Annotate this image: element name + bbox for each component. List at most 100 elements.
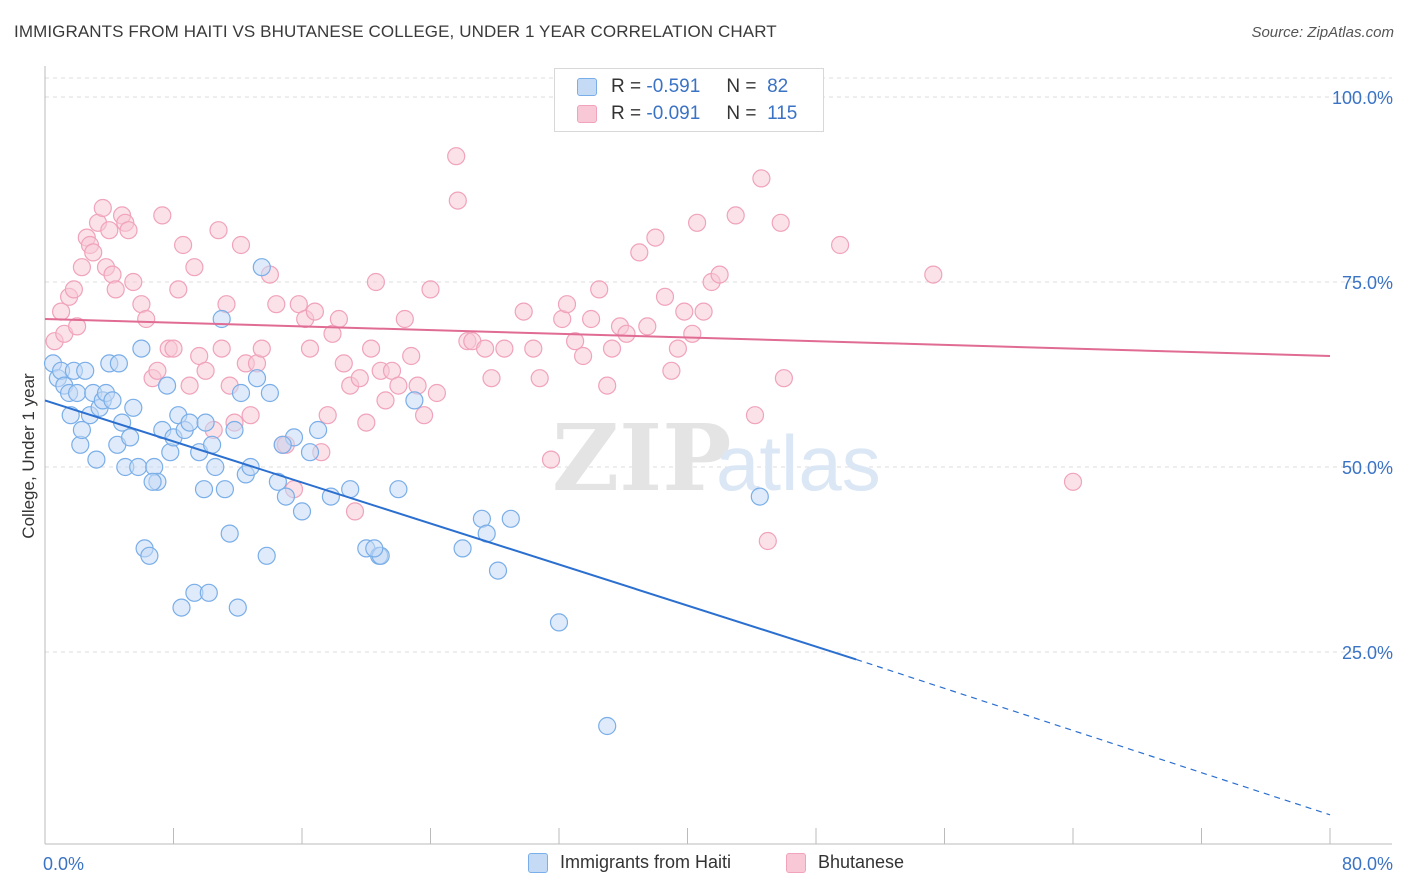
data-point	[1063, 472, 1083, 491]
data-point	[427, 383, 446, 403]
data-point	[76, 361, 95, 380]
data-point	[215, 480, 234, 499]
data-point	[194, 480, 214, 499]
y-tick-label: 25.0%	[1342, 643, 1393, 663]
data-point	[448, 191, 467, 210]
data-point	[357, 413, 376, 432]
data-point	[524, 339, 543, 358]
y-tick-label: 75.0%	[1342, 273, 1393, 293]
trend-line	[44, 399, 857, 661]
n-label: N =	[726, 103, 757, 124]
data-point	[365, 539, 384, 558]
data-point	[745, 406, 765, 425]
data-point	[121, 428, 140, 447]
data-point	[305, 302, 324, 321]
data-point	[124, 398, 143, 417]
data-point	[750, 487, 769, 506]
data-point	[683, 324, 702, 343]
data-point	[646, 228, 665, 247]
data-point	[630, 243, 649, 262]
data-point	[137, 309, 156, 329]
data-point	[617, 324, 636, 343]
data-point	[590, 280, 609, 299]
haiti-swatch	[528, 852, 548, 873]
series-legend: Immigrants from Haiti Bhutanese	[0, 852, 1406, 878]
data-point	[72, 420, 92, 440]
legend-label-bhutanese: Bhutanese	[818, 852, 905, 872]
data-point	[318, 406, 337, 425]
data-point	[124, 272, 143, 292]
data-point	[247, 369, 267, 388]
watermark-zip: ZIP	[552, 404, 731, 512]
data-point	[309, 420, 328, 440]
data-point	[209, 221, 228, 240]
data-point	[598, 376, 617, 395]
data-point	[501, 509, 520, 528]
y-axis-label: College, Under 1 year	[19, 373, 38, 539]
data-point	[257, 546, 276, 565]
chart-title: IMMIGRANTS FROM HAITI VS BHUTANESE COLLE…	[14, 22, 777, 41]
trend-line-extension	[855, 658, 1331, 816]
data-point	[345, 502, 365, 521]
data-point	[402, 346, 421, 366]
data-point	[514, 302, 533, 321]
legend-item-bhutanese[interactable]: Bhutanese	[786, 852, 904, 873]
data-point	[405, 391, 424, 410]
data-point	[565, 332, 585, 351]
stats-row-bhutanese: R = -0.091 N = 115	[577, 101, 797, 127]
data-point	[334, 354, 353, 373]
data-point	[72, 258, 92, 277]
watermark-atlas: atlas	[716, 419, 881, 507]
data-point	[148, 361, 167, 380]
axes	[44, 66, 1392, 845]
n-value: 82	[767, 76, 789, 97]
data-point	[549, 613, 569, 632]
data-point	[260, 383, 279, 403]
data-point	[106, 280, 125, 299]
data-point	[100, 221, 119, 240]
x-tick-label: 0.0%	[43, 854, 84, 874]
n-value: 115	[767, 103, 798, 124]
data-point	[119, 221, 138, 240]
data-point	[453, 539, 472, 558]
data-point	[300, 339, 320, 358]
data-point	[774, 369, 794, 388]
data-point	[67, 383, 87, 403]
data-point	[668, 339, 688, 358]
legend-item-haiti[interactable]: Immigrants from Haiti	[528, 852, 731, 873]
data-point	[495, 339, 514, 358]
legend-label-haiti: Immigrants from Haiti	[560, 852, 732, 872]
data-point	[252, 339, 271, 358]
data-point	[771, 213, 790, 232]
data-point	[273, 435, 292, 454]
data-point	[268, 472, 287, 491]
data-point	[447, 147, 466, 166]
data-point	[366, 272, 385, 292]
r-label: R =	[611, 103, 642, 124]
bhutanese-swatch	[577, 105, 597, 123]
data-point	[225, 420, 244, 440]
data-point	[199, 583, 218, 602]
data-point	[161, 443, 180, 462]
bhutanese-swatch	[786, 852, 806, 873]
data-point	[220, 524, 239, 543]
data-point	[830, 235, 850, 255]
data-point	[329, 309, 348, 329]
data-point	[687, 213, 707, 232]
data-point	[421, 280, 440, 299]
x-tick-label: 80.0%	[1342, 854, 1393, 874]
data-point	[228, 598, 247, 617]
r-label: R =	[611, 76, 642, 97]
data-point	[710, 265, 729, 284]
data-point	[158, 376, 177, 395]
data-point	[180, 413, 199, 432]
data-point	[196, 413, 215, 432]
data-point	[252, 258, 271, 277]
data-point	[581, 309, 601, 329]
data-point	[103, 265, 122, 284]
data-point	[655, 287, 675, 306]
data-point	[276, 487, 295, 506]
data-point	[93, 198, 112, 218]
